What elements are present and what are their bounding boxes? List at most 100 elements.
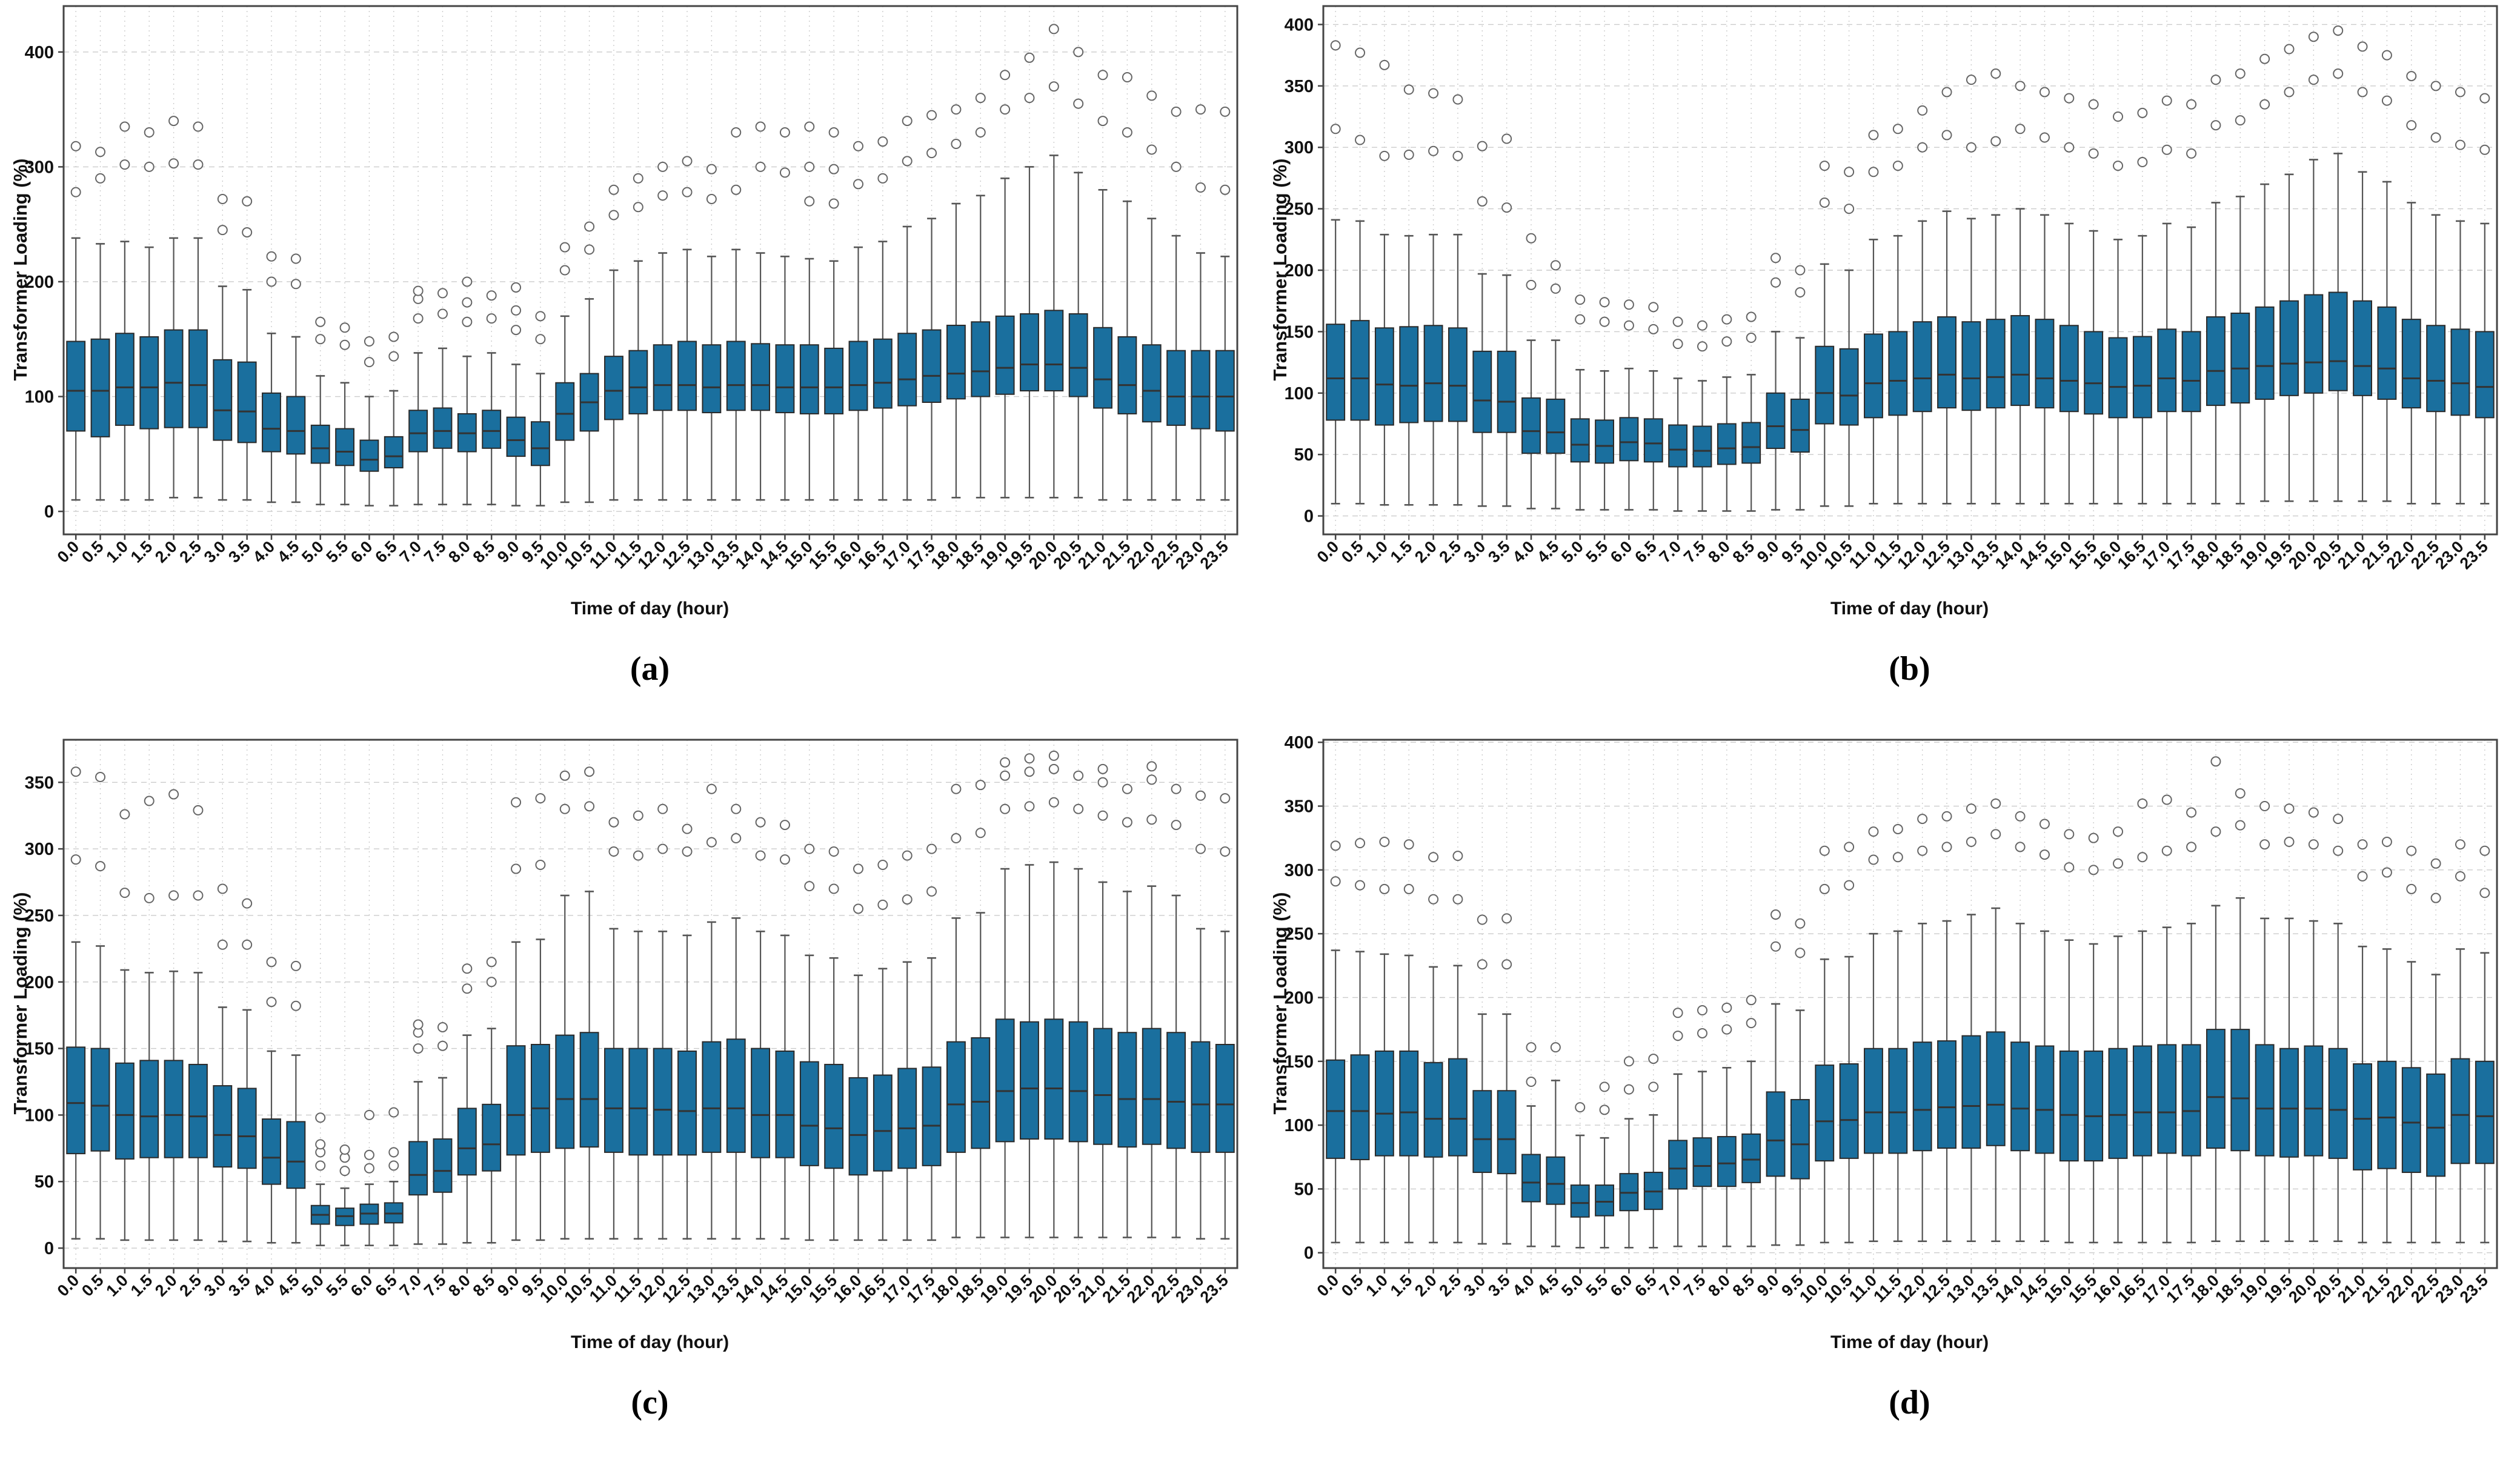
panel-b: 0 50 100 150 200 250 300 350 400 0.0 0.5 1.0 1.5 2.0 2… — [1260, 0, 2520, 734]
svg-text:2.5: 2.5 — [176, 537, 205, 566]
svg-text:250: 250 — [1285, 200, 1314, 219]
svg-text:7.0: 7.0 — [1656, 537, 1685, 566]
svg-text:8.0: 8.0 — [445, 1271, 474, 1300]
svg-text:9.0: 9.0 — [1754, 1271, 1783, 1300]
svg-text:4.5: 4.5 — [274, 537, 303, 566]
panel-d: 0 50 100 150 200 250 300 350 400 0.0 0.5 1.0 1.5 2.0 2… — [1260, 734, 2520, 1468]
svg-text:200: 200 — [1285, 261, 1314, 281]
svg-text:100: 100 — [1285, 384, 1314, 404]
svg-text:5.0: 5.0 — [1558, 537, 1587, 566]
svg-text:1.5: 1.5 — [127, 1271, 156, 1300]
svg-text:3.5: 3.5 — [1484, 1271, 1514, 1300]
boxplot-d: 0501001502002503003504000.00.51.01.52.02… — [1285, 734, 2498, 1306]
svg-text:8.5: 8.5 — [470, 1271, 499, 1300]
y-axis-label: Transformer Loading (%) — [10, 158, 31, 381]
svg-text:3.5: 3.5 — [225, 537, 254, 566]
svg-text:6.5: 6.5 — [1631, 1271, 1660, 1300]
svg-text:5.0: 5.0 — [298, 1271, 327, 1300]
boxplot-b: 0501001502002503003504000.00.51.01.52.02… — [1285, 5, 2498, 573]
svg-text:50: 50 — [1294, 1180, 1314, 1199]
svg-text:8.5: 8.5 — [1729, 1271, 1758, 1300]
svg-text:300: 300 — [1285, 138, 1314, 158]
svg-text:6.5: 6.5 — [371, 537, 401, 566]
svg-text:300: 300 — [1285, 861, 1314, 880]
svg-text:0: 0 — [1304, 1244, 1314, 1263]
panel-caption: (a) — [630, 650, 670, 688]
svg-text:200: 200 — [1285, 988, 1314, 1008]
svg-text:8.0: 8.0 — [445, 537, 474, 566]
svg-text:2.5: 2.5 — [176, 1271, 205, 1300]
svg-text:4.0: 4.0 — [249, 537, 278, 566]
svg-text:4.5: 4.5 — [274, 1271, 303, 1300]
boxplot-a: 0 100 200 300 400 0.00.51.01.52.02.53.03.54.0… — [25, 5, 1238, 573]
svg-text:100: 100 — [1285, 1116, 1314, 1135]
svg-text:4.0: 4.0 — [249, 1271, 278, 1300]
svg-text:9.0: 9.0 — [1754, 537, 1783, 566]
svg-text:5.0: 5.0 — [1558, 1271, 1587, 1300]
panel-caption: (d) — [1889, 1384, 1930, 1421]
y-axis-label: Transformer Loading (%) — [10, 892, 31, 1115]
svg-text:0.5: 0.5 — [78, 537, 107, 566]
svg-text:5.5: 5.5 — [1583, 1271, 1612, 1300]
svg-text:350: 350 — [25, 773, 54, 792]
y-axis-label: Transformer Loading (%) — [1269, 892, 1291, 1115]
svg-text:7.0: 7.0 — [1656, 1271, 1685, 1300]
svg-text:400: 400 — [1285, 734, 1314, 752]
svg-text:200: 200 — [25, 973, 54, 992]
svg-text:2.5: 2.5 — [1435, 537, 1464, 566]
svg-text:150: 150 — [25, 1040, 54, 1059]
x-axis-label: Time of day (hour) — [1830, 599, 1989, 619]
svg-text:1.0: 1.0 — [102, 1271, 131, 1300]
svg-text:150: 150 — [1285, 322, 1314, 342]
svg-text:50: 50 — [1294, 445, 1314, 465]
svg-text:23.5: 23.5 — [1197, 537, 1232, 573]
svg-text:9.0: 9.0 — [494, 537, 523, 566]
svg-text:7.5: 7.5 — [1680, 1271, 1709, 1300]
svg-text:7.0: 7.0 — [396, 1271, 425, 1300]
svg-text:6.0: 6.0 — [347, 1271, 376, 1300]
svg-text:0.5: 0.5 — [78, 1271, 107, 1300]
x-axis-label: Time of day (hour) — [570, 1332, 730, 1352]
panel-c: 0 50 100 150 200 250 300 350 0.0 0.5 1.0 1.5 2.0 2.5 3… — [0, 734, 1260, 1468]
panel-caption: (c) — [631, 1384, 669, 1421]
svg-text:5.5: 5.5 — [323, 537, 352, 566]
svg-text:100: 100 — [25, 388, 54, 407]
svg-text:3.0: 3.0 — [201, 537, 230, 566]
svg-text:1.0: 1.0 — [1362, 1271, 1391, 1300]
svg-text:23.5: 23.5 — [2456, 1271, 2492, 1306]
svg-text:250: 250 — [25, 906, 54, 926]
svg-text:100: 100 — [25, 1106, 54, 1125]
svg-text:0.0: 0.0 — [1314, 1271, 1343, 1300]
svg-text:4.5: 4.5 — [1534, 537, 1563, 566]
svg-text:8.5: 8.5 — [1729, 537, 1758, 566]
svg-text:8.0: 8.0 — [1704, 537, 1734, 566]
svg-text:7.5: 7.5 — [421, 537, 450, 566]
svg-text:300: 300 — [25, 158, 54, 177]
svg-text:6.0: 6.0 — [347, 537, 376, 566]
svg-text:1.5: 1.5 — [127, 537, 156, 566]
svg-text:6.0: 6.0 — [1607, 1271, 1636, 1300]
svg-text:2.0: 2.0 — [151, 537, 181, 566]
svg-text:8.5: 8.5 — [470, 537, 499, 566]
svg-text:350: 350 — [1285, 77, 1314, 96]
svg-text:7.5: 7.5 — [421, 1271, 450, 1300]
svg-text:400: 400 — [1285, 15, 1314, 35]
svg-text:0: 0 — [44, 1239, 54, 1258]
svg-text:23.5: 23.5 — [2456, 537, 2492, 573]
svg-text:3.0: 3.0 — [1460, 1271, 1489, 1300]
svg-text:400: 400 — [25, 43, 54, 62]
x-axis-label: Time of day (hour) — [570, 599, 730, 619]
svg-text:4.0: 4.0 — [1509, 537, 1538, 566]
svg-text:8.0: 8.0 — [1704, 1271, 1734, 1300]
svg-text:6.5: 6.5 — [1631, 537, 1660, 566]
svg-text:4.5: 4.5 — [1534, 1271, 1563, 1300]
svg-text:350: 350 — [1285, 797, 1314, 817]
svg-text:4.0: 4.0 — [1509, 1271, 1538, 1300]
boxplot-c: 0501001502002503003500.00.51.01.52.02.53… — [25, 739, 1238, 1306]
svg-text:150: 150 — [1285, 1052, 1314, 1072]
panel-caption: (b) — [1889, 650, 1930, 688]
svg-text:200: 200 — [25, 273, 54, 292]
svg-text:7.5: 7.5 — [1680, 537, 1709, 566]
svg-text:3.0: 3.0 — [201, 1271, 230, 1300]
svg-text:9.0: 9.0 — [494, 1271, 523, 1300]
